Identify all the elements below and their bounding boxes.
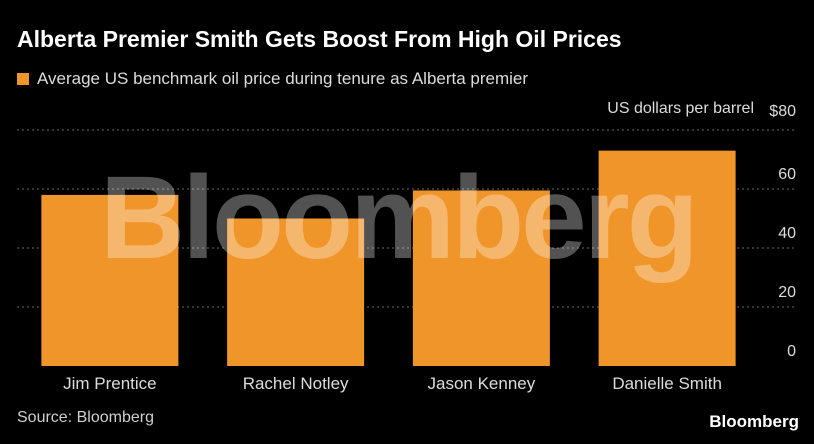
x-category-label: Jim Prentice [63, 374, 157, 393]
legend-swatch [17, 73, 29, 85]
y-tick-label: 40 [778, 225, 796, 242]
x-category-label: Danielle Smith [612, 374, 722, 393]
bar [412, 190, 550, 366]
legend-label: Average US benchmark oil price during te… [37, 69, 529, 88]
chart-legend: Average US benchmark oil price during te… [17, 69, 528, 89]
y-axis-unit-label: US dollars per barrel [607, 100, 754, 117]
x-category-label: Jason Kenney [428, 374, 536, 393]
y-tick-label: 0 [787, 343, 796, 360]
chart-title: Alberta Premier Smith Gets Boost From Hi… [17, 26, 622, 52]
bar [598, 150, 736, 366]
bar [227, 218, 365, 366]
bloomberg-logo: Bloomberg [709, 412, 799, 431]
y-tick-label: 20 [778, 284, 796, 301]
y-tick-label: 60 [778, 166, 796, 183]
source-note: Source: Bloomberg [17, 409, 154, 426]
y-tick-label: $80 [769, 103, 796, 120]
bar [41, 194, 179, 366]
x-category-label: Rachel Notley [243, 374, 349, 393]
